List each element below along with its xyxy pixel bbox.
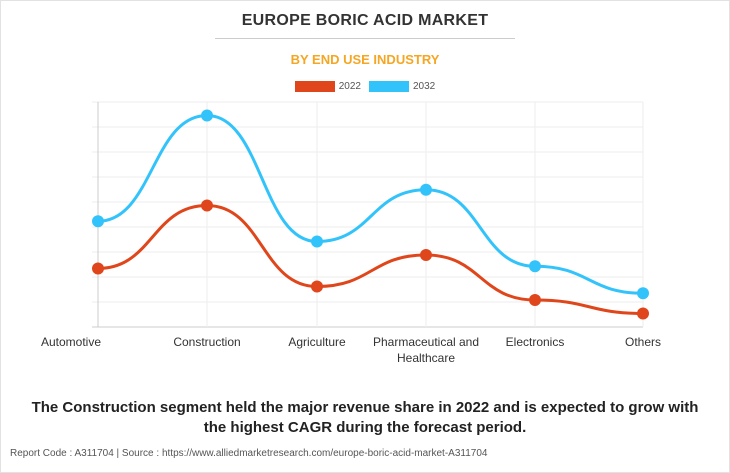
x-tick-label: Automotive [41,335,101,349]
line-chart: Automotive Construction Agriculture Pharmac… [41,101,661,365]
x-tick-label: Agriculture [288,335,346,349]
data-point-2022 [420,249,432,261]
chart-title: EUROPE BORIC ACID MARKET [241,12,489,29]
data-point-2022 [637,307,649,320]
x-tick-label: Others [625,335,661,349]
title-divider [215,38,515,39]
data-point-2032 [201,109,213,122]
data-point-2022 [92,262,104,275]
x-tick-label: Electronics [506,335,565,349]
series-line-2032 [97,113,644,295]
data-point-2022 [311,280,323,293]
legend-item-2032[interactable]: 2032 [369,80,436,92]
legend-label-2022: 2022 [338,80,361,92]
data-point-2022 [529,294,541,306]
report-footer: Report Code : A311704 | Source : https:/… [10,448,488,459]
data-point-2032 [420,183,432,196]
data-point-2032 [529,260,541,273]
data-point-2022 [201,199,213,212]
series-line-2022 [97,203,644,315]
data-point-2032 [311,235,323,248]
x-tick-label: Pharmaceutical and Healthcare [373,335,479,365]
legend: 2022 2032 [0,78,730,94]
chart-caption: The Construction segment held the major … [31,399,699,436]
legend-swatch-2032 [369,80,409,92]
legend-label-2032: 2032 [413,80,436,92]
data-point-2032 [637,287,649,300]
legend-swatch-2022 [294,80,335,92]
chart-subtitle: BY END USE INDUSTRY [290,52,440,67]
x-tick-label: Construction [173,335,240,349]
data-point-2032 [92,215,104,228]
legend-item-2022[interactable]: 2022 [294,80,361,92]
